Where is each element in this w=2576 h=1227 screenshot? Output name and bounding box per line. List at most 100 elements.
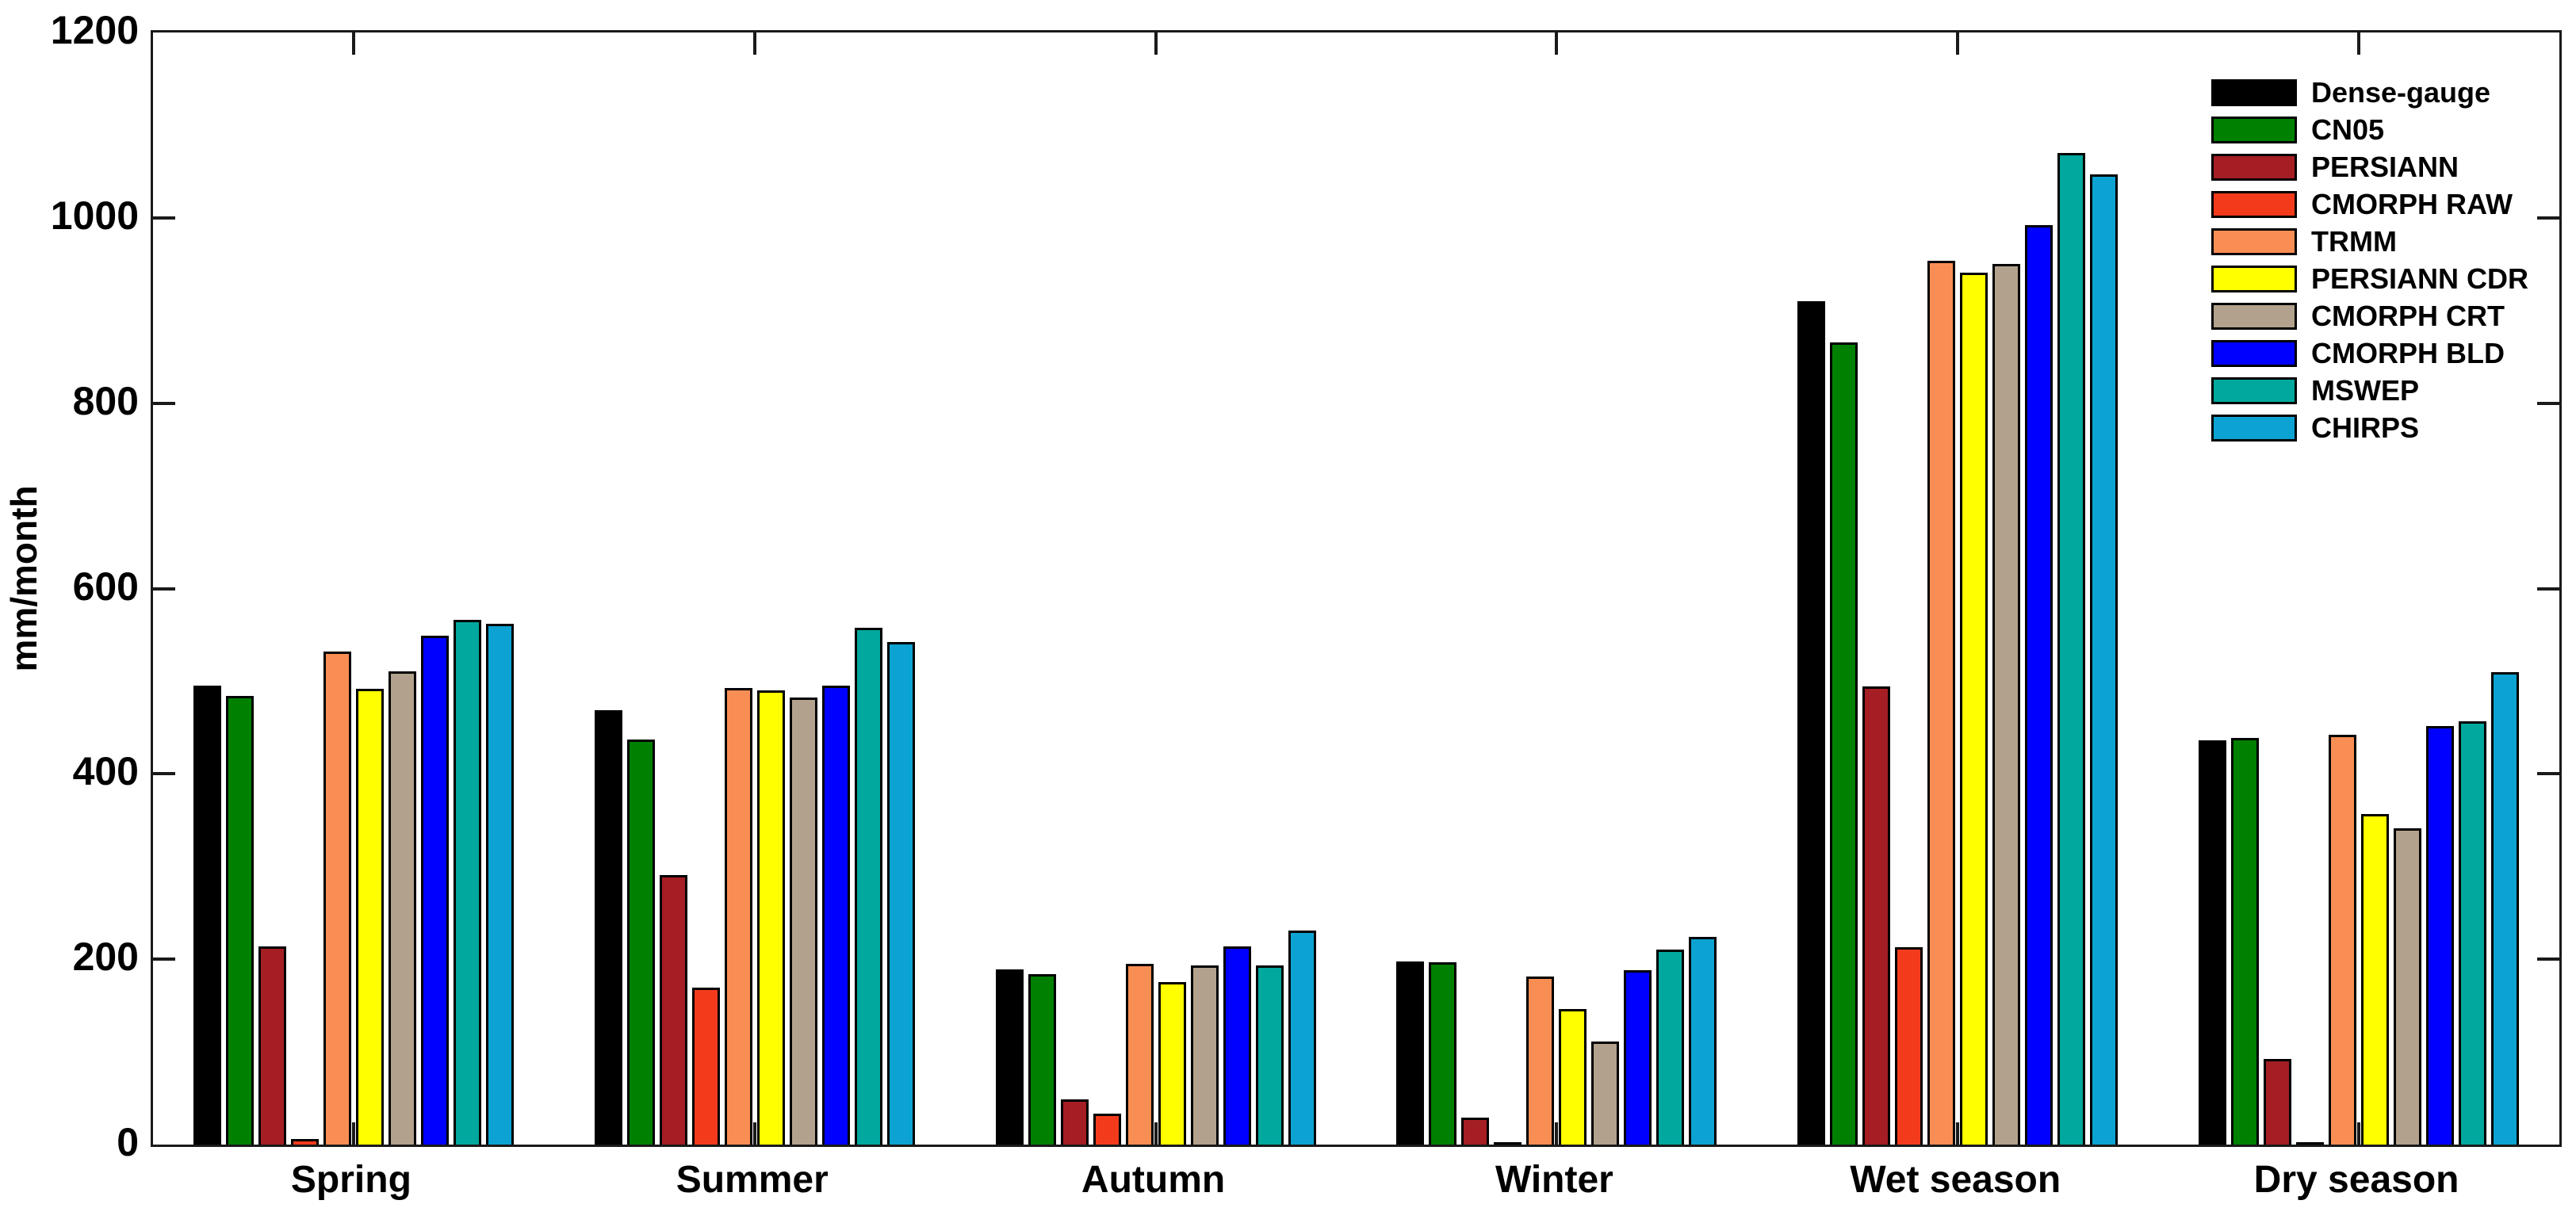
x-category-label: Winter [1495, 1159, 1613, 1201]
legend-swatch [2211, 190, 2297, 218]
bar [854, 627, 882, 1145]
legend-label: Dense-gauge [2311, 75, 2491, 109]
y-tick-label: 200 [72, 935, 139, 980]
bar [2057, 153, 2086, 1145]
bar [2361, 813, 2390, 1145]
bar [1927, 260, 1956, 1145]
bar [1960, 272, 1988, 1145]
bar [2199, 740, 2227, 1145]
bar [2491, 671, 2520, 1145]
bar [1526, 977, 1555, 1145]
legend-swatch [2211, 153, 2297, 181]
x-category-label: Wet season [1850, 1159, 2061, 1201]
x-axis-tick [1555, 1122, 1559, 1145]
bar [1028, 973, 1056, 1145]
bar [1830, 342, 1858, 1145]
legend-label: PERSIANN [2311, 150, 2459, 183]
bar [2329, 735, 2357, 1145]
bar [1992, 264, 2021, 1145]
legend-label: CMORPH CRT [2311, 299, 2505, 332]
bar [1797, 301, 1826, 1145]
x-axis-tick [2357, 1122, 2361, 1145]
bar [290, 1139, 319, 1145]
legend-swatch [2211, 78, 2297, 106]
bar [1862, 686, 1891, 1145]
x-axis-tick [2357, 32, 2361, 55]
bar [1158, 982, 1186, 1145]
x-category-label: Summer [676, 1159, 829, 1201]
legend-swatch [2211, 414, 2297, 441]
bar [1429, 961, 1457, 1145]
bar [1689, 937, 1717, 1145]
bar [485, 623, 514, 1145]
legend-swatch [2211, 377, 2297, 404]
y-axis-tick [2537, 772, 2559, 776]
x-axis-tick [1154, 32, 1158, 55]
x-axis-tick [1956, 1122, 1960, 1145]
y-axis-tick [153, 401, 175, 405]
bar [821, 686, 850, 1145]
legend-item: CHIRPS [2211, 409, 2528, 446]
y-axis-tick [153, 772, 175, 776]
bar [258, 946, 286, 1145]
bar [2231, 737, 2260, 1145]
legend-label: PERSIANN CDR [2311, 262, 2529, 295]
legend-swatch [2211, 227, 2297, 255]
bar [1656, 950, 1685, 1145]
y-tick-label: 1000 [50, 193, 139, 238]
bar [1494, 1142, 1522, 1145]
legend-item: CMORPH CRT [2211, 297, 2528, 334]
bar [691, 988, 720, 1145]
y-axis-tick [2537, 401, 2559, 405]
bar [659, 874, 687, 1145]
bar [2296, 1142, 2325, 1145]
bar [789, 698, 817, 1145]
bar [626, 740, 655, 1145]
legend-item: TRMM [2211, 223, 2528, 260]
y-tick-label: 800 [72, 378, 139, 423]
legend-item: PERSIANN [2211, 148, 2528, 185]
bar [225, 696, 254, 1145]
legend-swatch [2211, 339, 2297, 367]
y-tick-label: 1200 [50, 8, 139, 52]
plot-area: Dense-gauge CN05 PERSIANN CMORPH RAW TRMM PER… [151, 30, 2562, 1147]
x-axis-tick [752, 1122, 756, 1145]
x-axis-tick [752, 32, 756, 55]
legend-swatch [2211, 265, 2297, 292]
y-axis-tick [153, 958, 175, 961]
bar [1624, 970, 1652, 1145]
bar [1895, 946, 1923, 1145]
bar [2459, 721, 2487, 1145]
bar [724, 687, 752, 1145]
x-category-label: Autumn [1081, 1159, 1226, 1201]
legend-label: MSWEP [2311, 373, 2420, 407]
bar [1255, 965, 1284, 1145]
legend-label: CN05 [2311, 113, 2385, 146]
y-tick-label: 0 [117, 1120, 139, 1164]
legend-item: CMORPH BLD [2211, 334, 2528, 372]
legend-label: CMORPH RAW [2311, 187, 2513, 220]
bar [1093, 1114, 1121, 1145]
legend-label: CHIRPS [2311, 411, 2420, 444]
x-category-label: Dry season [2253, 1159, 2459, 1201]
y-axis-tick [153, 216, 175, 220]
bar [2025, 225, 2054, 1145]
legend-item: Dense-gauge [2211, 74, 2528, 111]
y-axis-tick [2537, 958, 2559, 961]
bar [995, 969, 1024, 1145]
bar [1060, 1099, 1089, 1145]
legend-swatch [2211, 302, 2297, 330]
bar [1125, 964, 1154, 1145]
legend-label: TRMM [2311, 224, 2397, 258]
bar [420, 636, 449, 1145]
bar [2264, 1059, 2292, 1145]
bar [453, 620, 481, 1145]
x-axis-tick [351, 1122, 355, 1145]
bar [323, 652, 351, 1145]
bar [1396, 961, 1425, 1145]
bar [1288, 930, 1316, 1145]
bar [1190, 965, 1219, 1145]
bar [594, 709, 622, 1145]
bar [756, 690, 785, 1145]
